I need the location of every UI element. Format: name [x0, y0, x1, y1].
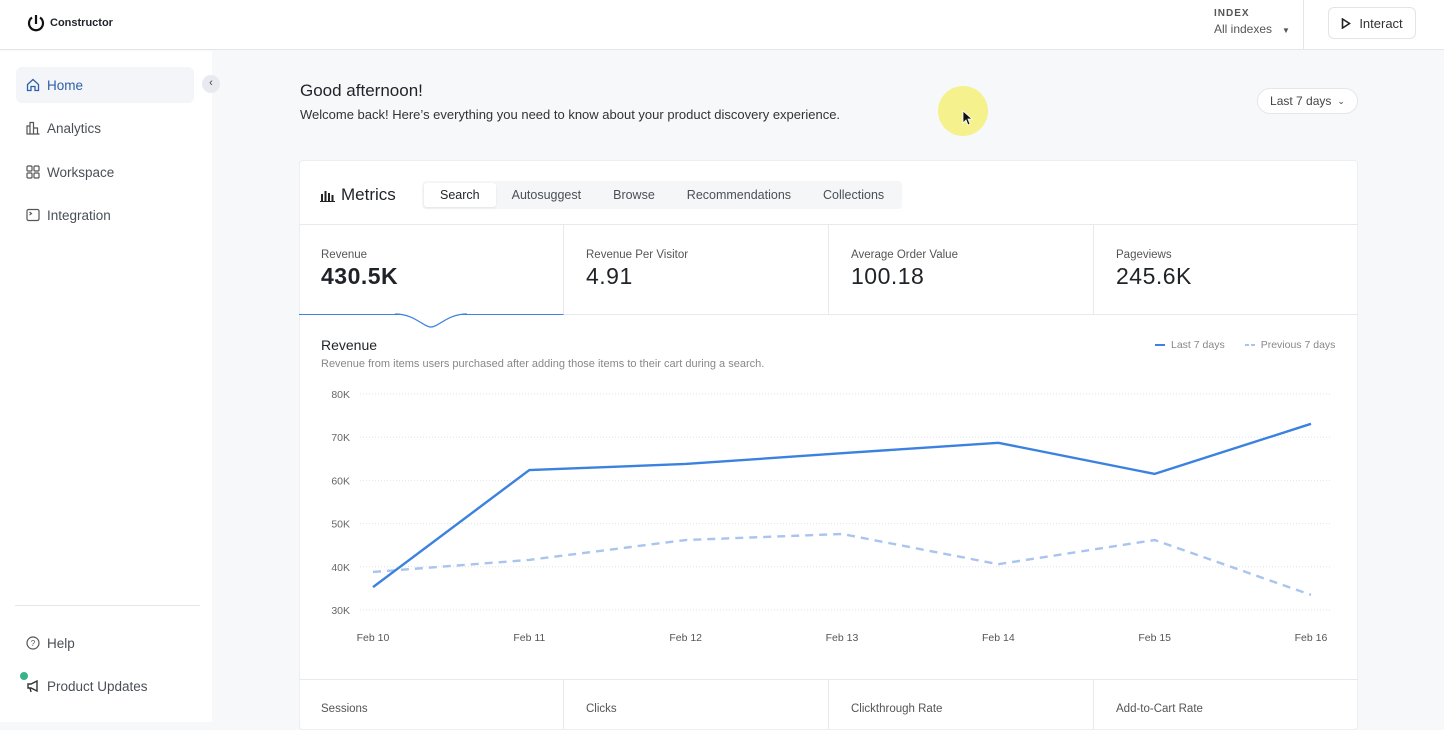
- metric-label: Revenue Per Visitor: [586, 249, 828, 261]
- sidebar-item-label: Home: [47, 78, 83, 93]
- revenue-line-chart: 30K 40K 50K 60K 70K 80K Feb 10 Feb 11 Feb 12 Feb …: [300, 380, 1358, 660]
- chevron-left-icon: ‹: [209, 77, 213, 89]
- x-tick-label: Feb 10: [357, 632, 390, 644]
- metric-value: 100.18: [851, 263, 1093, 290]
- metric-label: Revenue: [321, 249, 563, 261]
- sidebar-item-integration[interactable]: Integration: [16, 197, 194, 233]
- metric-average-order-value[interactable]: Average Order Value 100.18: [829, 225, 1094, 315]
- tab-collections[interactable]: Collections: [807, 183, 900, 207]
- x-tick-label: Feb 15: [1138, 632, 1171, 644]
- index-label: INDEX: [1214, 8, 1290, 19]
- y-tick-label: 40K: [331, 562, 350, 574]
- notification-dot: [20, 672, 28, 680]
- y-tick-label: 50K: [331, 519, 350, 531]
- chart-subtitle: Revenue from items users purchased after…: [321, 358, 764, 370]
- x-tick-label: Feb 12: [669, 632, 702, 644]
- sidebar-item-label: Product Updates: [47, 679, 148, 694]
- metric-label: Pageviews: [1116, 249, 1358, 261]
- metric-revenue[interactable]: Revenue 430.5K: [299, 225, 564, 315]
- legend-label: Previous 7 days: [1261, 339, 1336, 351]
- y-tick-label: 80K: [331, 389, 350, 401]
- date-range-select[interactable]: Last 7 days ⌄: [1257, 88, 1358, 114]
- sidebar-item-label: Workspace: [47, 165, 114, 180]
- svg-text:?: ?: [31, 639, 36, 648]
- sidebar-item-product-updates[interactable]: Product Updates: [16, 668, 194, 704]
- sidebar-item-label: Help: [47, 636, 75, 651]
- y-tick-label: 60K: [331, 475, 350, 487]
- legend-swatch: [1155, 344, 1165, 346]
- legend-swatch: [1245, 344, 1255, 346]
- interact-button[interactable]: Interact: [1328, 7, 1416, 39]
- y-tick-label: 70K: [331, 432, 350, 444]
- power-icon: [26, 13, 46, 33]
- previous-period-line: [373, 534, 1311, 595]
- metric-label: Average Order Value: [851, 249, 1093, 261]
- cursor-icon: [962, 110, 974, 126]
- x-tick-label: Feb 14: [982, 632, 1015, 644]
- metric-label: Add-to-Cart Rate: [1116, 703, 1203, 715]
- chart-title: Revenue: [321, 337, 377, 353]
- index-selector[interactable]: INDEX All indexes ▼: [1214, 8, 1290, 36]
- index-value: All indexes: [1214, 22, 1272, 36]
- play-icon: [1341, 18, 1351, 29]
- sidebar-item-label: Integration: [47, 208, 111, 223]
- home-icon: [26, 78, 40, 92]
- terminal-icon: [26, 208, 40, 222]
- metrics-title: Metrics: [320, 185, 396, 205]
- interact-label: Interact: [1359, 16, 1402, 31]
- metrics-tabs: Search Autosuggest Browse Recommendation…: [422, 181, 902, 209]
- sidebar: [0, 51, 212, 722]
- metric-value: 245.6K: [1116, 263, 1358, 290]
- sidebar-item-help[interactable]: ? Help: [16, 625, 194, 661]
- sidebar-item-home[interactable]: Home: [16, 67, 194, 103]
- date-range-label: Last 7 days: [1270, 94, 1331, 108]
- legend-previous[interactable]: Previous 7 days: [1245, 339, 1336, 351]
- greeting: Good afternoon!: [300, 81, 423, 101]
- metric-label: Clickthrough Rate: [851, 703, 942, 715]
- welcome-text: Welcome back! Here’s everything you need…: [300, 107, 840, 122]
- brand-name: Constructor: [50, 17, 113, 29]
- grid-icon: [26, 165, 40, 179]
- cursor-highlight: [938, 86, 988, 136]
- bar-chart-icon: [320, 189, 335, 202]
- divider: [1303, 0, 1304, 50]
- chevron-down-icon: ⌄: [1337, 96, 1345, 107]
- analytics-icon: [26, 121, 40, 135]
- current-period-line: [373, 424, 1311, 587]
- sidebar-divider: [15, 605, 200, 606]
- brand-logo[interactable]: Constructor: [26, 13, 113, 33]
- sidebar-item-label: Analytics: [47, 121, 101, 136]
- metric-label: Sessions: [321, 703, 368, 715]
- help-icon: ?: [26, 636, 40, 650]
- metric-value: 4.91: [586, 263, 828, 290]
- selected-pointer: [395, 313, 467, 329]
- sidebar-item-analytics[interactable]: Analytics: [16, 110, 194, 146]
- collapse-sidebar-button[interactable]: ‹: [202, 75, 220, 93]
- x-tick-label: Feb 13: [826, 632, 859, 644]
- y-tick-label: 30K: [331, 605, 350, 617]
- caret-down-icon: ▼: [1282, 26, 1290, 35]
- tab-search[interactable]: Search: [424, 183, 496, 207]
- tab-recommendations[interactable]: Recommendations: [671, 183, 807, 207]
- tab-browse[interactable]: Browse: [597, 183, 671, 207]
- legend-label: Last 7 days: [1171, 339, 1225, 351]
- metrics-title-text: Metrics: [341, 185, 396, 205]
- megaphone-icon: [26, 679, 40, 693]
- metric-pageviews[interactable]: Pageviews 245.6K: [1094, 225, 1358, 315]
- legend-current[interactable]: Last 7 days: [1155, 339, 1225, 351]
- tab-autosuggest[interactable]: Autosuggest: [496, 183, 598, 207]
- metric-revenue-per-visitor[interactable]: Revenue Per Visitor 4.91: [564, 225, 829, 315]
- sidebar-item-workspace[interactable]: Workspace: [16, 154, 194, 190]
- metric-value: 430.5K: [321, 263, 563, 290]
- chart-legend: Last 7 days Previous 7 days: [1155, 339, 1335, 351]
- x-tick-label: Feb 16: [1295, 632, 1328, 644]
- x-tick-label: Feb 11: [513, 632, 545, 644]
- metric-label: Clicks: [586, 703, 617, 715]
